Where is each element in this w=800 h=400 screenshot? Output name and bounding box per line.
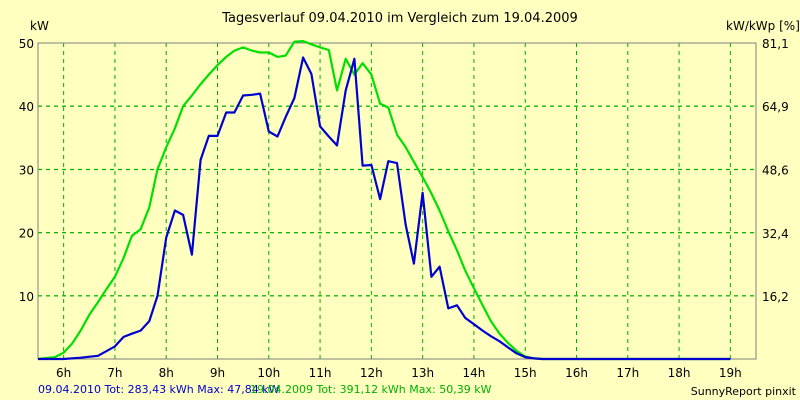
x-tick-label: 9h [210,366,225,380]
x-tick-label: 14h [462,366,485,380]
y-left-tick-label: 20 [19,227,34,241]
series-line-2010 [38,56,731,361]
y-axis-right-label: kW/kWp [%] [726,19,800,33]
plot-frame [37,42,757,360]
x-tick-label: 15h [514,366,537,380]
x-tick-label: 13h [411,366,434,380]
y-axis-left-label: kW [30,19,49,33]
y-left-tick-label: 50 [19,37,34,51]
series-layer [37,39,731,361]
tick-labels: 6h 7h 8h 9h 10h 11h 12h 13h 14h 15h 16h 17h 18h 19h 10… [19,37,789,380]
y-right-tick-label: 32,4 [762,227,789,241]
x-tick-label: 11h [309,366,332,380]
x-tick-label: 19h [719,366,742,380]
y-right-tick-label: 16,2 [762,290,789,304]
axes [37,42,757,360]
x-tick-label: 18h [668,366,691,380]
x-tick-label: 16h [565,366,588,380]
x-tick-label: 12h [360,366,383,380]
chart-title: Tagesverlauf 09.04.2010 im Vergleich zum… [221,11,578,26]
x-tick-label: 17h [616,366,639,380]
y-right-tick-label: 81,1 [762,37,789,51]
y-left-tick-label: 30 [19,163,34,177]
legend-2010-summary: 09.04.2010 Tot: 283,43 kWh Max: 47,84 kW [38,383,280,396]
x-tick-label: 10h [257,366,280,380]
y-left-tick-label: 40 [19,100,34,114]
y-right-tick-label: 48,6 [762,164,789,178]
legend-2009-summary: 19.04.2009 Tot: 391,12 kWh Max: 50,39 kW [250,383,492,396]
y-left-tick-label: 10 [19,290,34,304]
x-tick-label: 6h [56,366,71,380]
x-tick-label: 8h [159,366,174,380]
y-right-tick-label: 64,9 [762,100,789,114]
report-credit: SunnyReport pinxit [691,385,797,398]
x-tick-label: 7h [107,366,122,380]
